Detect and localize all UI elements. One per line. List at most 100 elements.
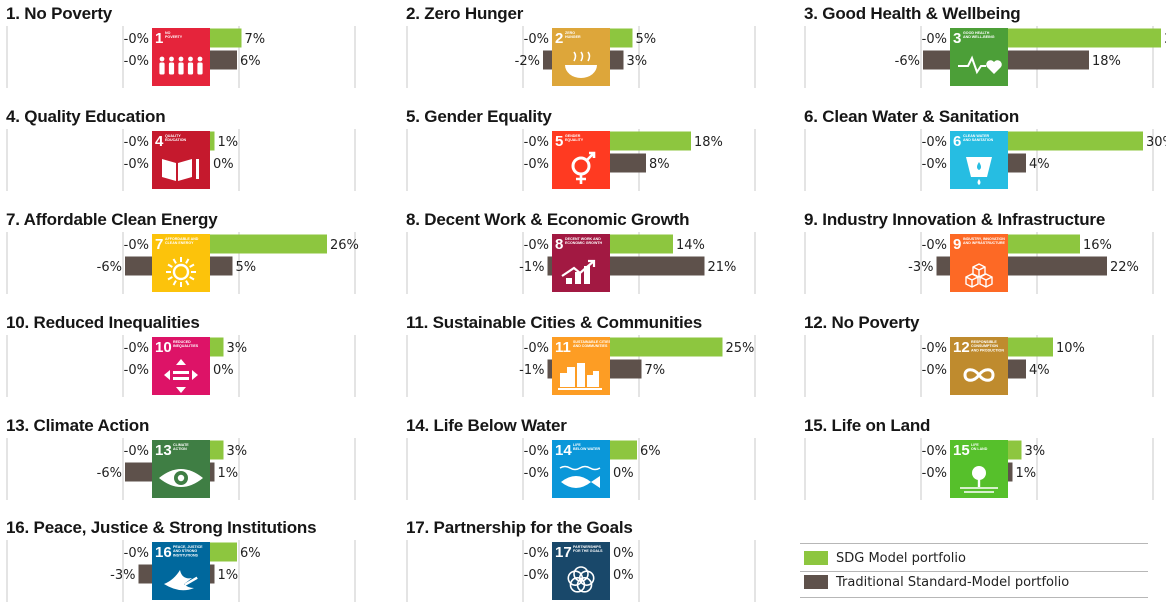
panel-goal-13: 13. Climate Action 13 CLIMATE ACTION 3% -0% 1%… bbox=[6, 416, 356, 506]
sdg-tile-number: 13 bbox=[155, 442, 172, 459]
sdg-negative-label: -0% bbox=[124, 341, 149, 356]
equal-icon bbox=[164, 359, 198, 393]
sdg-positive-bar bbox=[1008, 131, 1143, 151]
traditional-positive-bar bbox=[610, 359, 642, 379]
sdg-tile-caption: REDUCED bbox=[173, 340, 191, 344]
traditional-negative-label: -2% bbox=[515, 54, 540, 69]
sdg-tile-number: 8 bbox=[555, 236, 563, 253]
panel-title: 9. Industry Innovation & Infrastructure bbox=[804, 210, 1106, 229]
traditional-negative-bar bbox=[936, 256, 950, 276]
sdg-tile-caption: INDUSTRY, INNOVATION bbox=[963, 237, 1005, 241]
traditional-positive-label: 0% bbox=[613, 568, 634, 583]
traditional-negative-label: -1% bbox=[519, 363, 544, 378]
sdg-tile-caption: ECONOMIC GROWTH bbox=[565, 241, 603, 245]
sdg-tile-caption: SUSTAINABLE CITIES bbox=[573, 340, 611, 344]
sdg-positive-bar bbox=[210, 28, 242, 48]
legend-label-traditional: Traditional Standard-Model portfolio bbox=[836, 574, 1070, 590]
panel-goal-1: 1. No Poverty 1 NO POVERTY 7% -0% 6% -0% bbox=[6, 4, 356, 94]
sdg-negative-label: -0% bbox=[524, 32, 549, 47]
sdg-positive-label: 10% bbox=[1056, 341, 1085, 356]
panel-goal-14: 14. Life Below Water 14 LIFE BELOW WATER 6% -… bbox=[406, 416, 756, 506]
traditional-negative-bar bbox=[125, 256, 152, 276]
traditional-positive-label: 1% bbox=[1016, 466, 1037, 481]
traditional-positive-label: 0% bbox=[213, 363, 234, 378]
sdg-tile-background bbox=[152, 337, 210, 395]
traditional-positive-label: 21% bbox=[708, 260, 737, 275]
panel-title: 5. Gender Equality bbox=[406, 107, 552, 126]
traditional-positive-bar bbox=[1008, 462, 1013, 482]
sdg-positive-label: 0% bbox=[613, 546, 634, 561]
sdg-tile-number: 10 bbox=[155, 339, 172, 356]
legend-mid-rule bbox=[800, 571, 1148, 572]
panel-title: 16. Peace, Justice & Strong Institutions bbox=[6, 518, 317, 537]
panel-goal-16: 16. Peace, Justice & Strong Institutions… bbox=[6, 518, 356, 605]
panel-goal-2: 2. Zero Hunger 2 ZERO HUNGER 5% -0% 3% -2% bbox=[406, 4, 756, 94]
traditional-negative-bar bbox=[923, 50, 950, 70]
traditional-negative-label: -3% bbox=[908, 260, 933, 275]
sdg-positive-bar bbox=[610, 234, 673, 254]
sdg-tile-caption: BELOW WATER bbox=[573, 447, 600, 451]
sdg-positive-bar bbox=[210, 234, 327, 254]
traditional-positive-bar bbox=[210, 462, 215, 482]
legend-swatch-traditional bbox=[804, 575, 828, 589]
sdg-positive-bar bbox=[610, 440, 637, 460]
rings-icon bbox=[567, 566, 595, 593]
sdg-tile-caption: ACTION bbox=[173, 447, 187, 451]
sdg-tile-caption: AND SANITATION bbox=[963, 138, 994, 142]
sdg-positive-bar bbox=[210, 542, 237, 562]
traditional-negative-label: -0% bbox=[124, 363, 149, 378]
gender-icon bbox=[571, 151, 596, 184]
sdg-positive-label: 5% bbox=[636, 32, 657, 47]
panel-goal-12: 12. No Poverty 12 RESPONSIBLE CONSUMPTION AN… bbox=[804, 313, 1154, 403]
sdg-tile-number: 2 bbox=[555, 30, 563, 47]
sdg-tile-caption: LIFE bbox=[971, 443, 979, 447]
sdg-tile-number: 15 bbox=[953, 442, 970, 459]
sdg-negative-label: -0% bbox=[922, 444, 947, 459]
gridlines bbox=[406, 26, 756, 88]
sdg-tile-number: 4 bbox=[155, 133, 164, 150]
panel-goal-15: 15. Life on Land 15 LIFE ON LAND 3% -0% 1% -0% bbox=[804, 416, 1154, 506]
sdg-tile-caption: RESPONSIBLE bbox=[971, 340, 997, 344]
traditional-positive-label: 7% bbox=[645, 363, 666, 378]
book-icon bbox=[162, 159, 199, 181]
sdg-tile-caption: INSTITUTIONS bbox=[173, 553, 199, 557]
gridlines bbox=[804, 438, 1154, 500]
sdg-negative-label: -0% bbox=[524, 444, 549, 459]
traditional-negative-bar bbox=[547, 256, 552, 276]
traditional-negative-label: -0% bbox=[524, 466, 549, 481]
legend-item-sdg: SDG Model portfolio bbox=[804, 549, 966, 567]
traditional-positive-label: 18% bbox=[1092, 54, 1121, 69]
sdg-tile-caption: EDUCATION bbox=[165, 138, 186, 142]
panel-goal-3: 3. Good Health & Wellbeing 3 GOOD HEALTH AN… bbox=[804, 4, 1166, 94]
panel-title: 15. Life on Land bbox=[804, 416, 931, 435]
sdg-tile-caption: LIFE bbox=[573, 443, 581, 447]
panel-title: 11. Sustainable Cities & Communities bbox=[406, 313, 703, 332]
sdg-tile-caption: AND INFRASTRUCTURE bbox=[963, 241, 1006, 245]
panel-title: 13. Climate Action bbox=[6, 416, 150, 435]
sdg-tile-number: 9 bbox=[953, 236, 961, 253]
panel-goal-7: 7. Affordable Clean Energy 7 AFFORDABLE AN… bbox=[6, 210, 359, 300]
sdg-tile-caption: DECENT WORK AND bbox=[565, 237, 601, 241]
legend-swatch-sdg bbox=[804, 551, 828, 565]
traditional-positive-bar bbox=[610, 50, 624, 70]
sdg-tile-background bbox=[950, 234, 1008, 292]
sdg-tile-caption: EQUALITY bbox=[565, 138, 584, 142]
sdg-positive-label: 14% bbox=[676, 238, 705, 253]
traditional-negative-label: -0% bbox=[922, 157, 947, 172]
traditional-positive-bar bbox=[1008, 50, 1089, 70]
